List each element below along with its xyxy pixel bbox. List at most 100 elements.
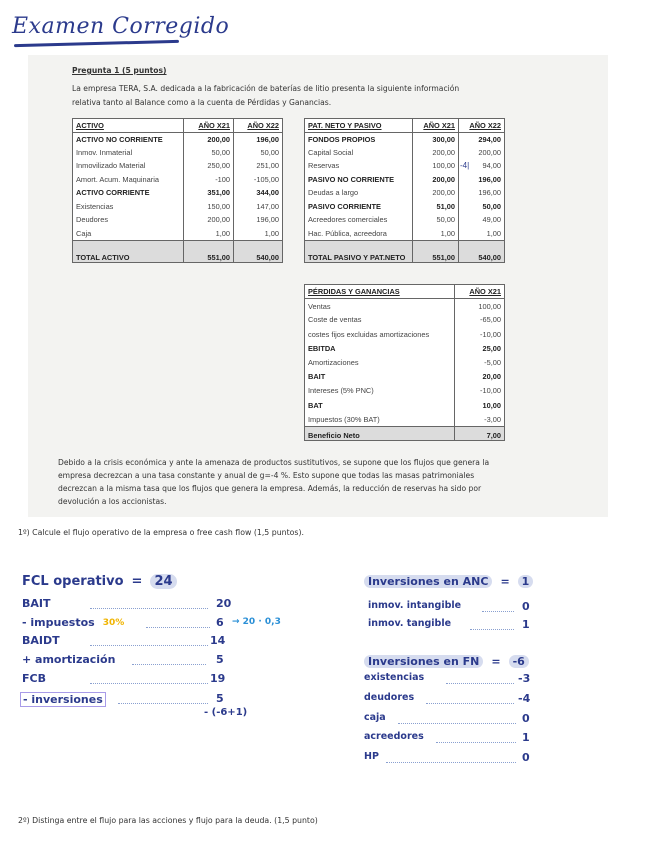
- table-cell: 1,00: [183, 226, 234, 240]
- table-cell: Deudores: [72, 213, 184, 227]
- table-cell: 200,00: [412, 145, 459, 159]
- table-cell: 540,00: [233, 239, 283, 262]
- table-cell: -105,00: [233, 172, 283, 186]
- table-cell: 196,00: [233, 132, 283, 146]
- activo-table: ACTIVO AÑO X21 AÑO X22 ACTIVO NO CORRIENTE 2…: [72, 118, 283, 263]
- dotted-leader: [386, 755, 516, 763]
- table-row: Inmov. Inmaterial 50,00 50,00: [72, 145, 283, 159]
- dotted-leader: [132, 657, 206, 665]
- table-cell: -5,00: [454, 355, 505, 370]
- table-cell: 200,00: [183, 132, 234, 146]
- table-cell: Amortizaciones: [304, 355, 455, 370]
- table-cell: 50,00: [458, 199, 505, 213]
- pasivo-table: PAT. NETO Y PASIVO AÑO X21 AÑO X22 FONDOS P…: [304, 118, 505, 263]
- table-cell: -3,00: [454, 412, 505, 427]
- fcl-row-label: - impuestos: [22, 616, 95, 629]
- fcl-equals: =: [131, 574, 143, 589]
- table-cell: Ventas: [304, 298, 455, 313]
- column-header: PÉRDIDAS Y GANANCIAS: [304, 284, 455, 300]
- table-cell: Inmov. Inmaterial: [72, 145, 184, 159]
- table-cell: Deudas a largo: [304, 186, 413, 200]
- column-header: AÑO X21: [412, 118, 459, 133]
- fcl-header: FCL operativo = 24: [22, 574, 177, 589]
- anc-equals: =: [500, 575, 510, 588]
- table-header: PAT. NETO Y PASIVO AÑO X21 AÑO X22: [304, 118, 505, 133]
- context-paragraph: Debido a la crisis económica y ante la a…: [58, 458, 490, 506]
- table-cell: 196,00: [458, 186, 505, 200]
- fcl-row-value: 5: [216, 653, 224, 666]
- table-cell: 49,00: [458, 213, 505, 227]
- table-cell: 200,00: [183, 213, 234, 227]
- question-2: 2º) Distinga entre el flujo para las acc…: [18, 816, 318, 825]
- table-row: Beneficio Neto 7,00: [304, 425, 505, 441]
- fcl-row-label: BAIT: [22, 597, 51, 610]
- fn-header: Inversiones en FN = -6: [364, 655, 529, 668]
- anc-row-label: inmov. intangible: [368, 600, 462, 611]
- table-row: Reservas 100,00 94,00: [304, 159, 505, 173]
- table-cell: Inmovilizado Material: [72, 159, 184, 173]
- table-row: BAT 10,00: [304, 398, 505, 413]
- tax-calc: → 20 · 0,3: [232, 617, 281, 627]
- table-row: TOTAL ACTIVO 551,00 540,00: [72, 239, 283, 262]
- fn-row-value: -3: [518, 672, 531, 685]
- fcl-value: 24: [150, 574, 177, 589]
- fcl-row-taxes: - impuestos 30%: [22, 616, 124, 629]
- table-cell: FONDOS PROPIOS: [304, 132, 413, 146]
- table-cell: 251,00: [233, 159, 283, 173]
- table-row: ACTIVO CORRIENTE 351,00 344,00: [72, 186, 283, 200]
- table-row: Deudas a largo 200,00 196,00: [304, 186, 505, 200]
- dotted-leader: [436, 735, 516, 743]
- table-row: costes fijos excluidas amortizaciones -10…: [304, 327, 505, 342]
- pyg-table: PÉRDIDAS Y GANANCIAS AÑO X21 Ventas 100,00 C…: [304, 284, 505, 442]
- table-cell: 200,00: [458, 145, 505, 159]
- table-cell: 351,00: [183, 186, 234, 200]
- table-row: Coste de ventas -65,00: [304, 312, 505, 328]
- table-cell: 10,00: [454, 398, 505, 413]
- fn-label: Inversiones en FN: [364, 655, 484, 668]
- table-cell: 551,00: [183, 239, 234, 262]
- table-row: Capital Social 200,00 200,00: [304, 145, 505, 159]
- table-cell: Caja: [72, 226, 184, 240]
- table-cell: 196,00: [233, 213, 283, 227]
- table-cell: 540,00: [458, 239, 505, 262]
- dotted-leader: [118, 696, 208, 704]
- table-cell: Capital Social: [304, 145, 413, 159]
- table-cell: 50,00: [233, 145, 283, 159]
- table-cell: ACTIVO NO CORRIENTE: [72, 132, 184, 146]
- fcl-row-value: 14: [210, 634, 226, 647]
- table-cell: EBITDA: [304, 341, 455, 356]
- table-cell: 551,00: [412, 239, 459, 262]
- column-header: AÑO X22: [458, 118, 505, 133]
- table-cell: 1,00: [412, 226, 459, 240]
- fn-row-label: caja: [364, 712, 386, 723]
- column-header: AÑO X21: [454, 284, 505, 300]
- question-heading: Pregunta 1 (5 puntos): [72, 66, 167, 75]
- fcl-label: FCL operativo: [22, 574, 124, 589]
- fcl-row-label: BAIDT: [22, 634, 60, 647]
- table-cell: PASIVO NO CORRIENTE: [304, 172, 413, 186]
- table-cell: -10,00: [454, 327, 505, 342]
- reservas-annotation: -4|: [460, 161, 470, 170]
- table-cell: 200,00: [412, 186, 459, 200]
- investment-calc: - (-6+1): [204, 707, 248, 718]
- table-cell: Reservas: [304, 159, 413, 173]
- fn-equals: =: [491, 655, 501, 668]
- table-cell: 100,00: [454, 298, 505, 313]
- table-cell: Acreedores comerciales: [304, 213, 413, 227]
- table-cell: 94,00: [458, 159, 505, 173]
- table-cell: 50,00: [412, 213, 459, 227]
- table-cell: 196,00: [458, 172, 505, 186]
- table-header: ACTIVO AÑO X21 AÑO X22: [72, 118, 283, 133]
- dotted-leader: [90, 638, 208, 646]
- fn-row-label: HP: [364, 751, 379, 762]
- table-cell: Beneficio Neto: [304, 425, 455, 441]
- table-cell: BAIT: [304, 369, 455, 384]
- table-cell: 147,00: [233, 199, 283, 213]
- table-cell: 25,00: [454, 341, 505, 356]
- table-row: Impuestos (30% BAT) -3,00: [304, 412, 505, 427]
- fcl-row-value: 5: [216, 692, 224, 705]
- fcl-row-value: 19: [210, 672, 226, 685]
- table-row: Amort. Acum. Maquinaria -100 -105,00: [72, 172, 283, 186]
- table-cell: 200,00: [412, 172, 459, 186]
- fn-row-value: 0: [522, 751, 530, 764]
